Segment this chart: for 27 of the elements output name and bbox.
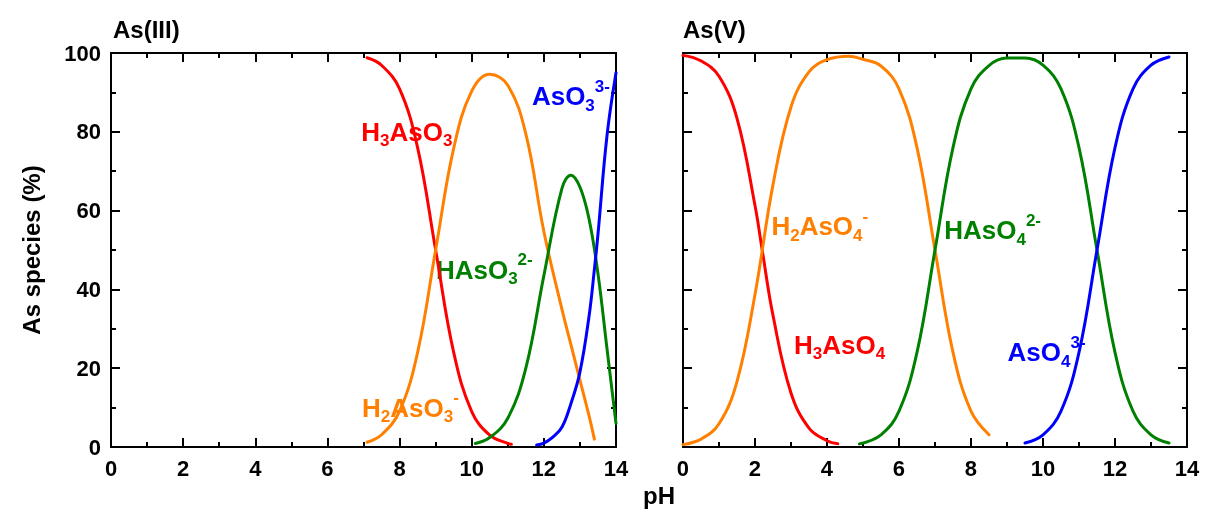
x-tick-label: 8: [964, 455, 978, 481]
x-tick-label: 12: [1102, 455, 1128, 481]
y-tick-label: 20: [76, 355, 101, 381]
x-tick-label: 12: [531, 455, 557, 481]
chart-title: As(V): [683, 15, 746, 43]
x-tick-label: 6: [892, 455, 906, 481]
x-tick-label: 2: [177, 455, 190, 481]
x-tick-label: 4: [249, 455, 263, 481]
x-tick-label: 2: [748, 455, 762, 481]
x-tick-label: 6: [321, 455, 334, 481]
chart-title: As(III): [113, 15, 180, 43]
x-tick-label: 0: [676, 455, 690, 481]
x-tick-label: 10: [459, 455, 484, 481]
line-series: [365, 72, 596, 444]
x-tick-label: 14: [603, 455, 629, 481]
y-tick-label: 0: [88, 434, 101, 460]
x-tick-label: 14: [1174, 455, 1200, 481]
y-tick-label: 60: [76, 198, 101, 224]
x-tick-label: 8: [393, 455, 406, 481]
x-tick-label: 0: [104, 455, 118, 481]
y-tick-label: 40: [76, 276, 101, 302]
x-tick-label: 10: [1030, 455, 1056, 481]
x-tick-label: 4: [820, 455, 834, 481]
y-tick-label: 80: [76, 119, 101, 145]
y-tick-label: 100: [64, 40, 101, 66]
x-axis-title: pH: [643, 481, 675, 509]
y-axis-title: As species (%): [17, 165, 45, 335]
